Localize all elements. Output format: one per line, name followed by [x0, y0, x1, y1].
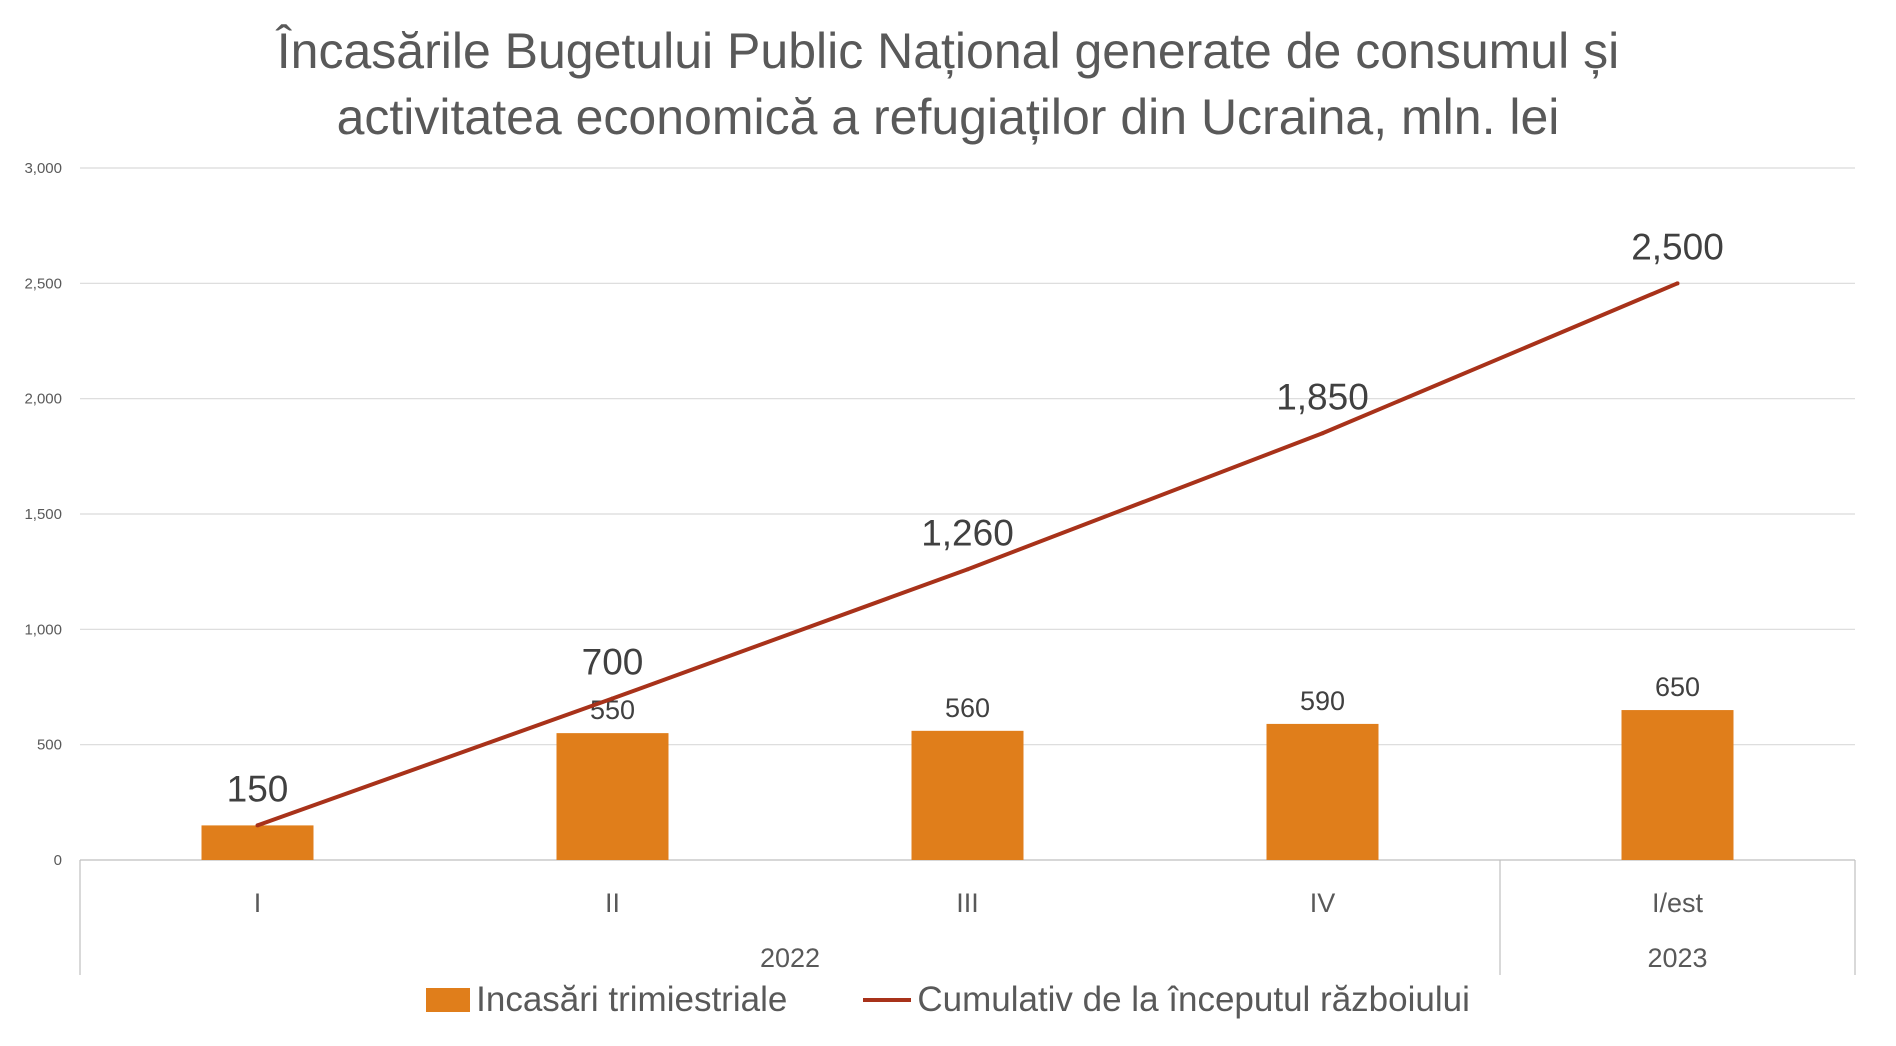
bar: [556, 733, 669, 860]
legend-label-line: Cumulativ de la începutul războiului: [917, 980, 1470, 1019]
legend-swatch-bar: [426, 988, 471, 1012]
y-tick-label: 500: [37, 737, 62, 754]
x-tick-label: II: [605, 888, 620, 918]
chart-legend: Incasări trimiestriale Cumulativ de la î…: [0, 980, 1896, 1020]
chart-title-line-1: Încasările Bugetului Public Național gen…: [276, 23, 1620, 79]
line-point: [255, 823, 260, 828]
y-tick-label: 1,500: [24, 506, 62, 523]
bar-data-label: 560: [945, 693, 990, 723]
line-point: [1675, 281, 1680, 286]
legend-item-line: Cumulativ de la începutul războiului: [863, 980, 1470, 1020]
line-point: [1320, 431, 1325, 436]
x-tick-label: I/est: [1652, 888, 1704, 918]
bar: [1621, 710, 1734, 860]
bar-data-label: 650: [1655, 672, 1700, 702]
line-point: [965, 567, 970, 572]
line-point: [610, 696, 615, 701]
line-data-label: 2,500: [1631, 226, 1724, 267]
y-tick-label: 1,000: [24, 621, 62, 638]
category-group-label: 2023: [1647, 943, 1707, 973]
category-group-label: 2022: [760, 943, 820, 973]
x-tick-label: IV: [1310, 888, 1336, 918]
y-tick-label: 0: [54, 852, 62, 869]
bar-data-label: 590: [1300, 686, 1345, 716]
bar: [1266, 723, 1379, 860]
bar: [911, 730, 1024, 860]
chart-title: Încasările Bugetului Public Național gen…: [0, 18, 1896, 150]
x-tick-label: I: [254, 888, 262, 918]
x-tick-label: III: [956, 888, 979, 918]
chart-title-line-2: activitatea economică a refugiaților din…: [336, 89, 1560, 145]
y-tick-label: 2,000: [24, 391, 62, 408]
bar: [201, 825, 314, 860]
legend-label-bars: Incasări trimiestriale: [476, 980, 788, 1019]
y-tick-label: 2,500: [24, 275, 62, 292]
legend-swatch-line: [863, 998, 912, 1002]
line-data-label: 700: [582, 642, 644, 683]
line-data-label: 1,260: [921, 512, 1014, 553]
line-data-label: 150: [227, 768, 289, 809]
legend-item-bars: Incasări trimiestriale: [426, 980, 787, 1020]
line-data-label: 1,850: [1276, 376, 1369, 417]
y-tick-label: 3,000: [24, 160, 62, 177]
